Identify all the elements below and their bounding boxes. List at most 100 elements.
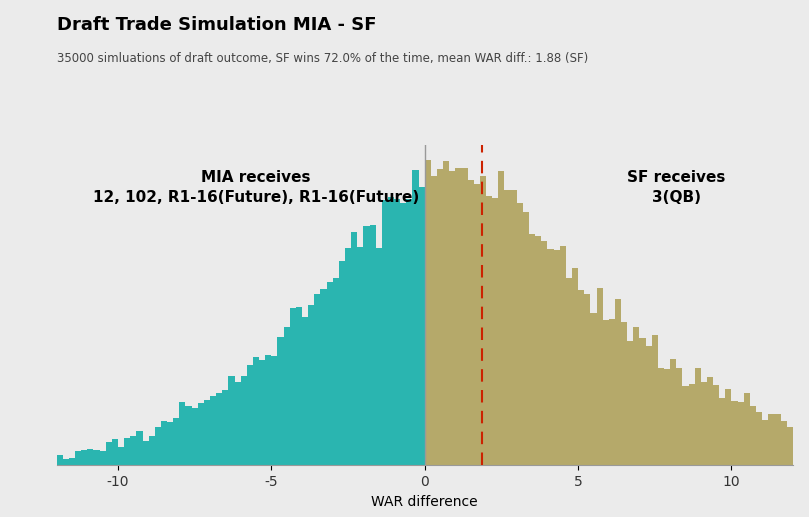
Text: MIA receives
12, 102, R1-16(Future), R1-16(Future): MIA receives 12, 102, R1-16(Future), R1-… (93, 171, 419, 205)
Bar (327, 282, 332, 465)
Bar (719, 398, 726, 465)
Bar (216, 393, 222, 465)
Bar (578, 290, 584, 465)
Bar (726, 389, 731, 465)
Bar (781, 421, 786, 465)
Bar (290, 308, 296, 465)
Bar (786, 427, 793, 465)
Bar (535, 236, 541, 465)
Bar (688, 384, 695, 465)
Bar (695, 368, 701, 465)
Bar (731, 401, 738, 465)
Bar (308, 305, 314, 465)
Bar (247, 364, 253, 465)
Bar (431, 175, 437, 465)
Bar (100, 451, 106, 465)
Bar (296, 307, 302, 465)
Bar (701, 382, 707, 465)
Bar (646, 346, 652, 465)
Bar (615, 299, 621, 465)
Bar (523, 211, 529, 465)
Bar (658, 368, 664, 465)
Bar (633, 327, 639, 465)
Bar (363, 226, 370, 465)
Bar (449, 172, 455, 465)
Bar (418, 187, 425, 465)
Bar (510, 190, 517, 465)
Bar (425, 160, 431, 465)
Bar (413, 170, 418, 465)
Text: 35000 simluations of draft outcome, SF wins 72.0% of the time, mean WAR diff.: 1: 35000 simluations of draft outcome, SF w… (57, 52, 588, 65)
Bar (492, 198, 498, 465)
Bar (351, 232, 358, 465)
Bar (443, 161, 449, 465)
Bar (345, 248, 351, 465)
Bar (173, 418, 180, 465)
Bar (375, 248, 382, 465)
Bar (743, 393, 750, 465)
Bar (63, 459, 69, 465)
Bar (197, 403, 204, 465)
Bar (591, 313, 596, 465)
Bar (192, 408, 197, 465)
Bar (750, 406, 756, 465)
Bar (81, 450, 87, 465)
Bar (713, 385, 719, 465)
Bar (277, 337, 284, 465)
Bar (388, 196, 394, 465)
Bar (652, 334, 658, 465)
Bar (228, 376, 235, 465)
Bar (769, 414, 774, 465)
Bar (75, 451, 81, 465)
Bar (57, 455, 63, 465)
Bar (584, 294, 591, 465)
Bar (682, 386, 688, 465)
Bar (339, 261, 345, 465)
X-axis label: WAR difference: WAR difference (371, 495, 478, 509)
Bar (167, 422, 173, 465)
Bar (112, 439, 118, 465)
Bar (608, 319, 615, 465)
Bar (572, 268, 578, 465)
Bar (118, 447, 124, 465)
Bar (210, 396, 216, 465)
Bar (664, 369, 670, 465)
Bar (670, 359, 676, 465)
Bar (87, 449, 93, 465)
Bar (93, 450, 100, 465)
Bar (621, 322, 627, 465)
Bar (474, 184, 480, 465)
Bar (142, 441, 149, 465)
Bar (370, 224, 375, 465)
Bar (394, 199, 400, 465)
Bar (486, 195, 492, 465)
Bar (756, 412, 762, 465)
Bar (774, 414, 781, 465)
Bar (259, 360, 265, 465)
Bar (155, 427, 161, 465)
Bar (541, 240, 548, 465)
Bar (161, 421, 167, 465)
Text: SF receives
3(QB): SF receives 3(QB) (627, 171, 726, 205)
Bar (707, 377, 713, 465)
Bar (603, 320, 608, 465)
Bar (271, 356, 277, 465)
Bar (505, 190, 510, 465)
Bar (437, 170, 443, 465)
Bar (461, 169, 468, 465)
Bar (222, 390, 228, 465)
Bar (762, 420, 769, 465)
Bar (639, 338, 646, 465)
Bar (627, 341, 633, 465)
Bar (204, 400, 210, 465)
Bar (455, 169, 461, 465)
Bar (738, 402, 743, 465)
Bar (180, 402, 185, 465)
Bar (106, 442, 112, 465)
Bar (69, 458, 75, 465)
Bar (498, 172, 505, 465)
Bar (149, 436, 155, 465)
Bar (468, 179, 474, 465)
Bar (565, 278, 572, 465)
Bar (358, 247, 363, 465)
